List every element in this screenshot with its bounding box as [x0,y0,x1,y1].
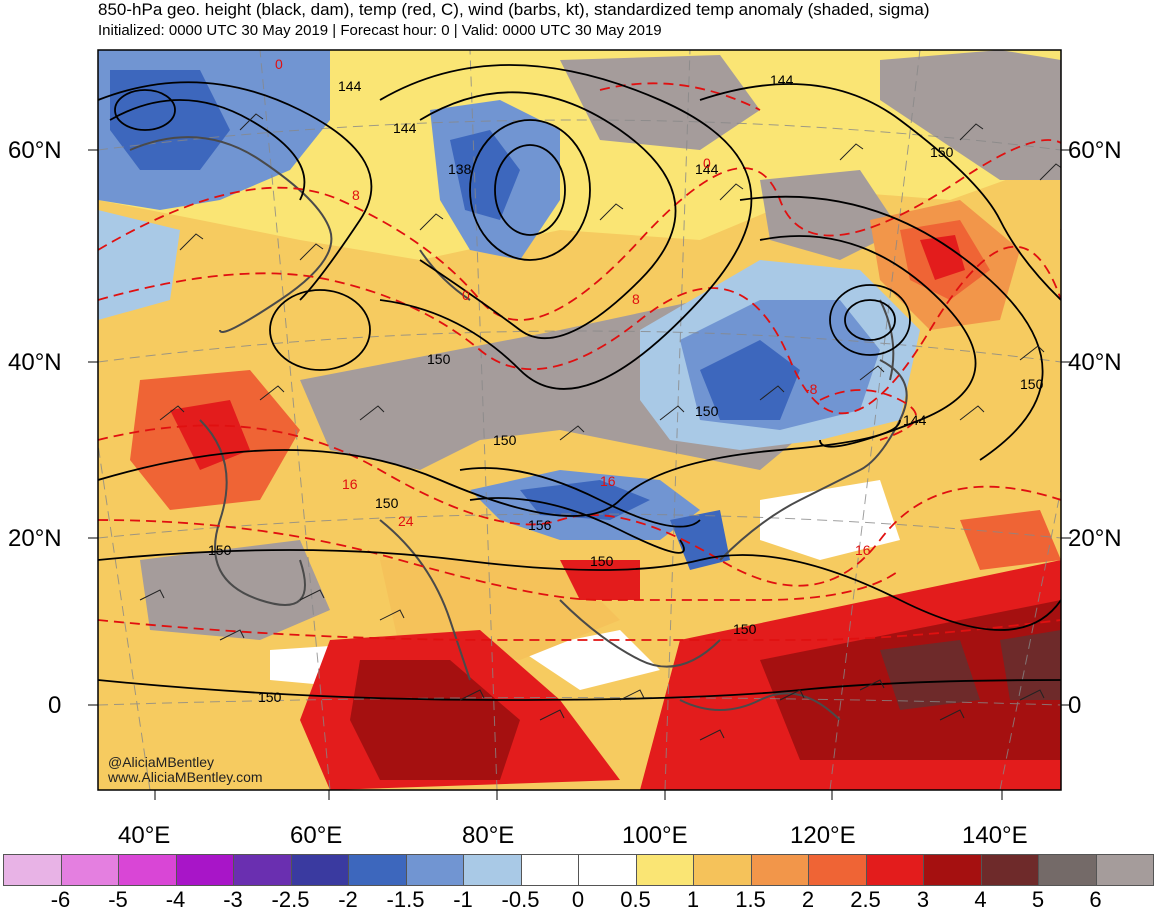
colorbar-label: -4 [165,887,186,912]
credit-handle: @AliciaMBentley [108,754,214,770]
lat-label-right: 40°N [1068,349,1122,376]
lon-label: 120°E [790,822,856,849]
height-label: 150 [733,621,757,637]
colorbar-label: 2.5 [850,887,881,912]
colorbar-label: 0.5 [620,887,651,912]
colorbar-swatch [980,854,1039,886]
height-label: 144 [903,412,927,428]
colorbar-swatch [405,854,464,886]
colorbar-label: 5 [1031,887,1045,912]
colorbar-label: -6 [50,887,71,912]
height-label: 150 [1020,376,1044,392]
colorbar-swatch [635,854,694,886]
colorbar-label: 6 [1089,887,1102,912]
height-label: 150 [590,553,614,569]
height-label: 150 [695,403,719,419]
credit-site: www.AliciaMBentley.com [107,769,263,785]
colorbar-swatch [1038,854,1097,886]
graticule [98,50,1061,790]
lon-label: 100°E [622,822,688,849]
lon-label: 40°E [118,822,171,849]
chart-title: 850-hPa geo. height (black, dam), temp (… [98,0,930,19]
temp-label: 16 [342,476,358,492]
colorbar-swatch [923,854,982,886]
colorbar-swatch [60,854,119,886]
colorbar-swatch [3,854,62,886]
height-label: 144 [338,78,362,94]
colorbar-label: -1 [453,887,473,912]
wind-barbs [139,113,1061,741]
lat-label-right: 20°N [1068,525,1122,552]
colorbar-swatch [348,854,407,886]
colorbar-swatch [578,854,637,886]
colorbar-swatch [1095,854,1154,886]
temp-label: 0 [275,56,283,72]
colorbar-label: 2 [801,887,815,912]
height-label: 144 [393,120,417,136]
height-contours [98,64,1061,701]
lat-label-right: 60°N [1068,137,1122,164]
colorbar-label: 0 [571,887,585,912]
temp-label: 8 [632,291,640,307]
colorbar-swatch [808,854,867,886]
height-label: 150 [493,432,517,448]
map-frame [97,49,1062,791]
height-label: 144 [695,161,719,177]
height-label: 138 [448,161,472,177]
lon-label: 60°E [290,822,343,849]
colorbar-swatch [233,854,292,886]
height-label: 156 [528,517,552,533]
colorbar-label: -2 [338,887,358,912]
colorbar-swatch [290,854,349,886]
height-label: 150 [208,542,232,558]
colorbar-swatch [693,854,752,886]
colorbar-label: 4 [974,887,987,912]
height-label: 144 [770,72,794,88]
lon-label: 80°E [462,822,515,849]
colorbar-swatch [463,854,522,886]
temp-label: 0 [462,287,470,303]
colorbar-label: -2.5 [271,887,310,912]
temperature-contours [98,82,1061,641]
coastlines [129,136,908,721]
colorbar-label: -0.5 [501,887,540,912]
colorbar-label: -3 [223,887,243,912]
lat-label-left: 20°N [8,525,62,552]
temp-label: 0 [703,155,711,171]
lat-label-left: 60°N [8,137,62,164]
lat-label-left: 0 [48,692,62,719]
height-label: 150 [427,351,451,367]
axis-ticks [88,149,1071,800]
colorbar-label: 1 [686,887,700,912]
colorbar-swatch [750,854,809,886]
colorbar-swatch [118,854,177,886]
height-label: 150 [930,144,954,160]
colorbar-swatch [175,854,234,886]
lon-label: 140°E [962,822,1028,849]
temp-label: 16 [855,542,871,558]
colorbar-swatch [520,854,579,886]
temp-label: -8 [805,381,818,397]
height-label: 150 [258,689,282,705]
colorbar-label: -1.5 [386,887,425,912]
colorbar-label: -5 [108,887,128,912]
height-label: 150 [375,495,399,511]
colorbar-label: 3 [916,887,930,912]
temp-label: 24 [398,513,414,529]
temp-label: 16 [600,473,616,489]
lat-label-right: 0 [1068,692,1082,719]
lat-label-left: 40°N [8,349,62,376]
chart-subtitle: Initialized: 0000 UTC 30 May 2019 | Fore… [98,22,662,39]
temp-label: 8 [352,187,360,203]
colorbar-label: 1.5 [735,887,766,912]
colorbar-swatch [865,854,924,886]
